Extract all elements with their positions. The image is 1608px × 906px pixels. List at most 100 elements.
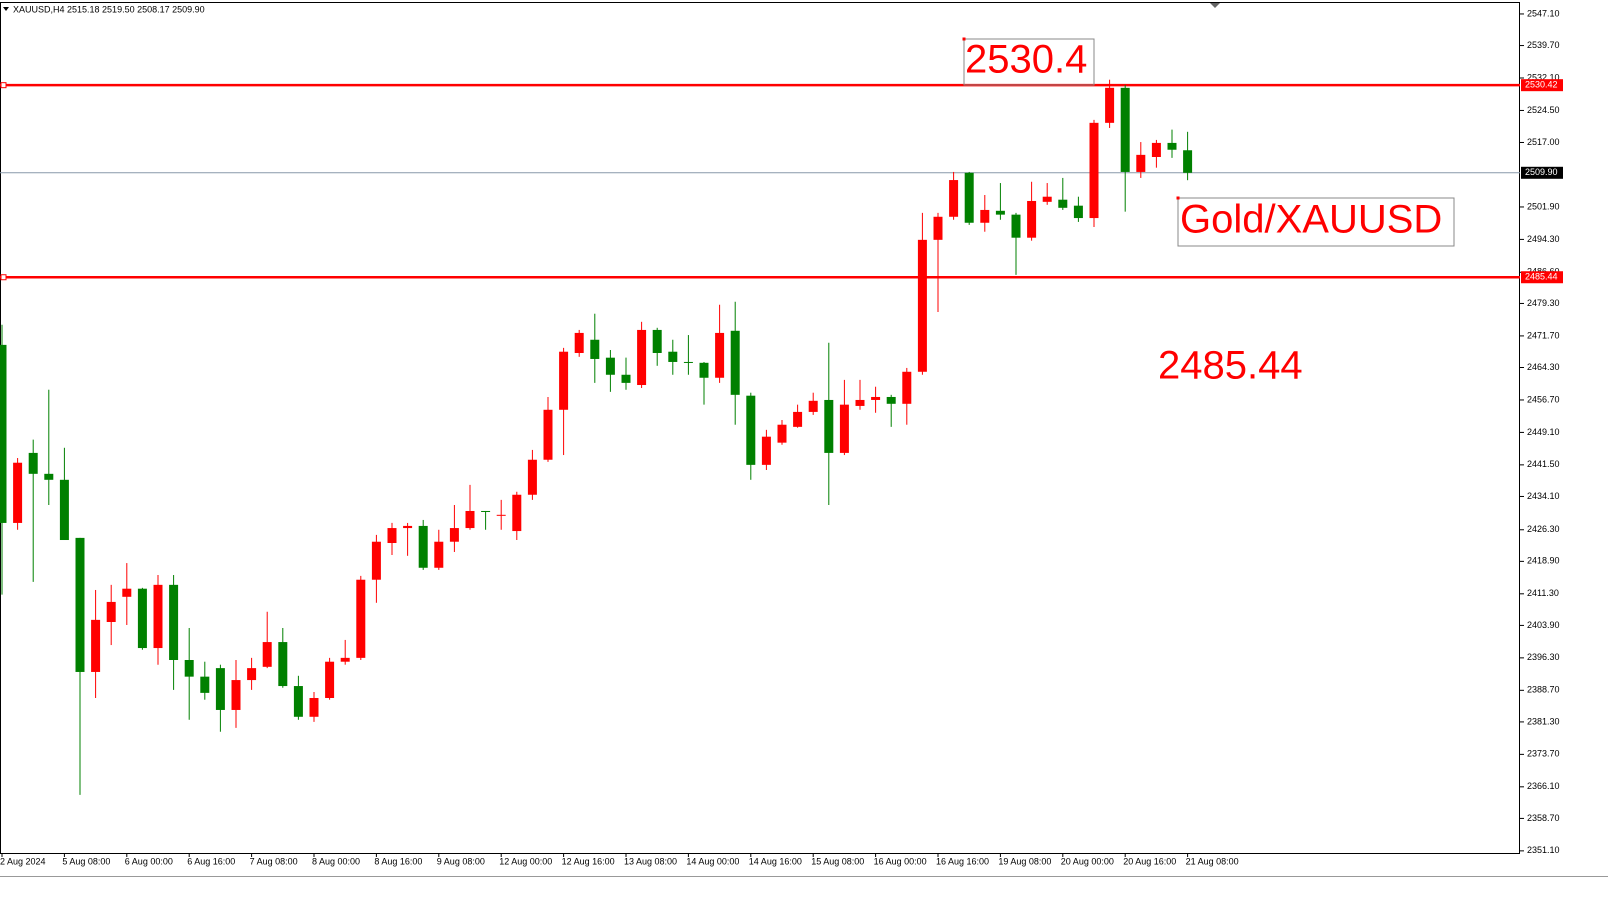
- x-tick-label: 13 Aug 08:00: [624, 856, 677, 866]
- y-tick-label: 2479.30: [1527, 298, 1560, 308]
- level-label-bg: [1521, 79, 1563, 92]
- y-tick-label: 2418.90: [1527, 556, 1560, 566]
- x-tick-label: 12 Aug 00:00: [499, 856, 552, 866]
- candle-body: [153, 584, 163, 649]
- candle-body: [184, 659, 194, 677]
- shift-marker: [1210, 3, 1220, 8]
- x-tick-label: 16 Aug 16:00: [936, 856, 989, 866]
- candle-body: [75, 537, 85, 672]
- level-label: 2485.44: [1525, 272, 1558, 282]
- y-tick-label: 2373.70: [1527, 749, 1560, 759]
- y-tick-label: 2441.50: [1527, 459, 1560, 469]
- candle-body: [293, 686, 303, 717]
- y-tick-label: 2381.30: [1527, 716, 1560, 726]
- candle-body: [886, 396, 896, 404]
- y-tick-label: 2366.10: [1527, 781, 1560, 791]
- candle-body: [1136, 154, 1146, 172]
- candle-body: [465, 510, 475, 529]
- candle-body: [590, 339, 600, 359]
- candle-body: [637, 329, 647, 386]
- candle-body: [902, 371, 912, 404]
- candle-body: [964, 172, 974, 223]
- candle-body: [777, 424, 787, 443]
- y-tick-label: 2532.10: [1527, 72, 1560, 82]
- y-tick-label: 2434.10: [1527, 491, 1560, 501]
- candle-body: [340, 657, 350, 662]
- candle-body: [1089, 122, 1099, 219]
- x-tick-label: 2 Aug 2024: [0, 856, 46, 866]
- level-label-bg: [1521, 271, 1563, 284]
- candle-body: [652, 329, 662, 353]
- annotation: Gold/XAUUSD: [1180, 198, 1442, 242]
- candle-body: [808, 400, 818, 412]
- candle-body: [262, 642, 272, 667]
- x-tick-label: 15 Aug 08:00: [811, 856, 864, 866]
- candle-body: [543, 409, 553, 460]
- candle-body: [59, 479, 69, 541]
- chart-header: XAUUSD,H4 2515.18 2519.50 2508.17 2509.9…: [13, 4, 205, 14]
- y-tick-label: 2426.30: [1527, 524, 1560, 534]
- candle-body: [481, 510, 491, 512]
- candle-body: [1027, 200, 1037, 238]
- candle-body: [278, 642, 288, 687]
- annotation-box: [963, 38, 1095, 86]
- candle-body: [122, 588, 132, 597]
- candle-body: [917, 239, 927, 372]
- candle-body: [1073, 205, 1083, 219]
- y-tick-label: 2517.00: [1527, 137, 1560, 147]
- candle-body: [730, 330, 740, 395]
- annotation-anchor: [962, 37, 966, 41]
- candle-body: [106, 601, 116, 622]
- x-tick-label: 8 Aug 00:00: [312, 856, 360, 866]
- candle-body: [387, 528, 397, 544]
- x-tick-label: 21 Aug 08:00: [1186, 856, 1239, 866]
- candle-body: [13, 462, 23, 523]
- x-tick-label: 5 Aug 08:00: [62, 856, 110, 866]
- candle-body: [137, 588, 147, 649]
- candle-body: [683, 361, 693, 363]
- candle-body: [309, 698, 319, 717]
- candle-body: [793, 411, 803, 427]
- candle-body: [1042, 196, 1052, 202]
- candle-body: [403, 525, 413, 529]
- x-tick-label: 16 Aug 00:00: [874, 856, 927, 866]
- x-tick-label: 19 Aug 08:00: [998, 856, 1051, 866]
- y-tick-label: 2547.10: [1527, 8, 1560, 18]
- x-tick-label: 9 Aug 08:00: [437, 856, 485, 866]
- candle-body: [1011, 214, 1021, 238]
- candle-body: [527, 459, 537, 495]
- candle-body: [995, 210, 1005, 215]
- y-tick-label: 2524.50: [1527, 105, 1560, 115]
- x-tick-label: 14 Aug 00:00: [686, 856, 739, 866]
- level-label: 2530.42: [1525, 80, 1558, 90]
- x-tick-label: 20 Aug 16:00: [1123, 856, 1176, 866]
- candle-body: [0, 344, 7, 523]
- annotation-box: [1177, 197, 1455, 247]
- candle-body: [200, 676, 210, 693]
- candle-body: [44, 473, 54, 480]
- annotation-anchor: [1176, 196, 1180, 200]
- candle-body: [574, 332, 584, 353]
- candle-body: [746, 395, 756, 465]
- y-tick-label: 2494.30: [1527, 234, 1560, 244]
- y-tick-label: 2464.30: [1527, 362, 1560, 372]
- y-tick-label: 2501.90: [1527, 201, 1560, 211]
- candle-body: [1120, 87, 1130, 172]
- x-tick-label: 12 Aug 16:00: [562, 856, 615, 866]
- y-tick-label: 2539.70: [1527, 40, 1560, 50]
- level-handle: [0, 274, 7, 281]
- y-tick-label: 2456.70: [1527, 394, 1560, 404]
- candle-body: [247, 668, 257, 681]
- y-tick-label: 2358.70: [1527, 813, 1560, 823]
- x-tick-label: 6 Aug 16:00: [187, 856, 235, 866]
- candle-body: [980, 209, 990, 223]
- candle-body: [91, 619, 101, 672]
- x-tick-label: 14 Aug 16:00: [749, 856, 802, 866]
- candle-body: [215, 668, 225, 710]
- candle-body: [761, 436, 771, 465]
- candle-body: [699, 362, 709, 378]
- candle-body: [839, 404, 849, 453]
- x-tick-label: 7 Aug 08:00: [250, 856, 298, 866]
